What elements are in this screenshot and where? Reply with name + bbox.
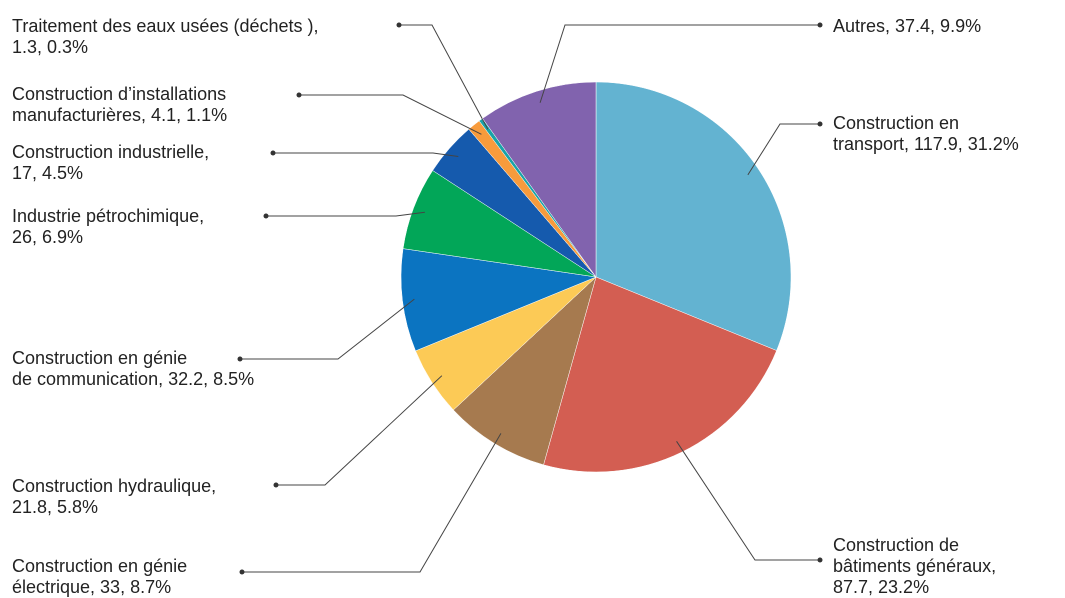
- leader-line-construction-en-transport: [747, 123, 820, 176]
- pie-slice-construction-en-transport: [595, 81, 792, 351]
- leader-line-autres: [539, 24, 820, 103]
- leader-dot-construction-industrielle: [270, 150, 276, 156]
- leader-line-traitement-des-eaux-usees-dechets: [399, 24, 489, 130]
- leader-dot-industrie-petrochimique: [263, 213, 269, 219]
- pie-slice-autres: [482, 81, 597, 278]
- leader-dot-construction-en-transport: [817, 121, 823, 127]
- slice-label-construction-en-transport: Construction en transport, 117.9, 31.2%: [833, 113, 1019, 154]
- slice-label-traitement-des-eaux-usees: Traitement des eaux usées (déchets ), 1.…: [12, 16, 319, 57]
- leader-line-construction-de-batiments-generaux: [676, 441, 820, 561]
- slice-label-autres: Autres, 37.4, 9.9%: [833, 16, 982, 36]
- slice-label-construction-installations-manufacturieres: Construction d’installations manufacturi…: [12, 84, 228, 125]
- leader-line-construction-d-installations-manufacturieres: [299, 94, 482, 135]
- slice-label-industrie-petrochimique: Industrie pétrochimique, 26, 6.9%: [12, 206, 205, 247]
- leader-dot-construction-de-batiments-generaux: [817, 557, 823, 563]
- slice-label-construction-de-batiments-generaux: Construction de bâtiments généraux, 87.7…: [833, 535, 997, 597]
- slice-label-construction-en-genie-electrique: Construction en génie électrique, 33, 8.…: [12, 556, 188, 597]
- leader-dot-construction-en-genie-electrique: [239, 569, 245, 575]
- leader-line-construction-en-genie-electrique: [242, 433, 502, 573]
- slice-label-construction-hydraulique: Construction hydraulique, 21.8, 5.8%: [12, 476, 217, 517]
- leader-line-construction-hydraulique: [276, 375, 443, 486]
- leader-dot-traitement-des-eaux-usees-dechets: [396, 22, 402, 28]
- leader-line-construction-industrielle: [273, 152, 459, 157]
- leader-dot-construction-d-installations-manufacturieres: [296, 92, 302, 98]
- pie-slice-construction-de-batiments-generaux: [543, 276, 777, 473]
- leader-dot-autres: [817, 22, 823, 28]
- slice-label-construction-en-genie-de-communication: Construction en génie de communication, …: [12, 348, 255, 389]
- leader-dot-construction-en-genie-de-communication: [237, 356, 243, 362]
- leader-dot-construction-hydraulique: [273, 482, 279, 488]
- leader-line-construction-en-genie-de-communication: [240, 298, 415, 360]
- leader-line-industrie-petrochimique: [266, 211, 425, 217]
- slice-label-construction-industrielle: Construction industrielle, 17, 4.5%: [12, 142, 210, 183]
- pie-slice-construction-en-genie-de-communication: [400, 248, 597, 352]
